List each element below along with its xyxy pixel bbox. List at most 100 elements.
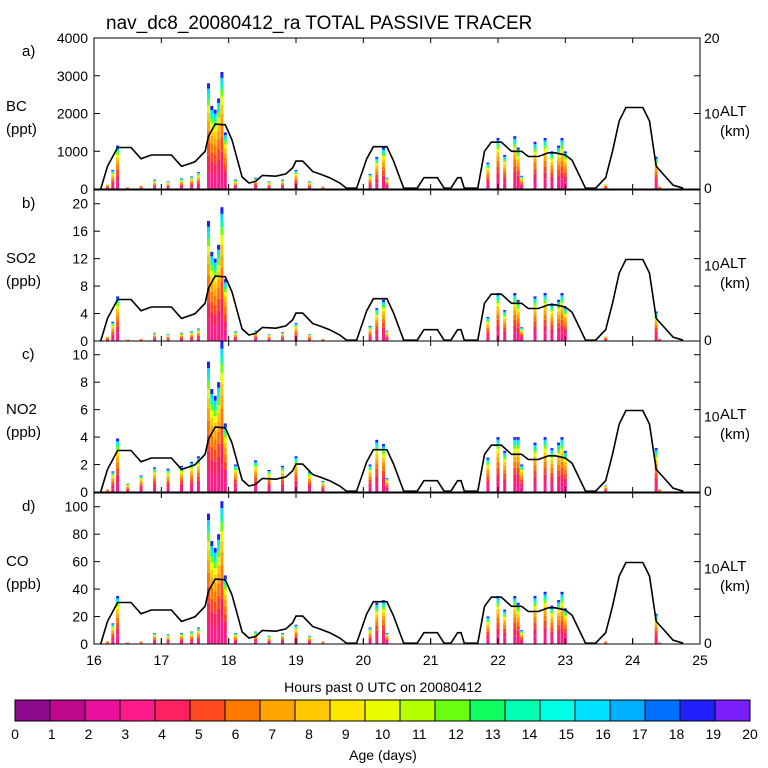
tracer-bar — [196, 480, 200, 486]
tracer-bar — [385, 187, 389, 189]
tracer-bar — [486, 619, 490, 621]
tracer-bar — [385, 331, 389, 332]
tracer-bar — [385, 640, 389, 642]
tracer-bar — [550, 609, 554, 612]
tracer-bar — [560, 621, 564, 628]
tracer-bar — [385, 642, 389, 644]
tracer-bar — [557, 311, 561, 315]
tracer-bar — [486, 180, 490, 185]
tracer-bar — [116, 443, 120, 447]
tracer-bar — [486, 317, 490, 319]
tracer-bar — [106, 641, 109, 643]
tracer-bar — [153, 471, 157, 473]
tracer-bar — [217, 298, 221, 311]
tracer-bar — [139, 641, 143, 643]
tracer-bar — [308, 472, 311, 474]
tracer-bar — [604, 489, 608, 490]
tracer-bar — [196, 328, 200, 330]
tracer-bar — [210, 312, 214, 325]
tracer-bar — [368, 632, 372, 634]
tracer-bar — [557, 629, 561, 636]
tracer-bar — [385, 333, 389, 335]
tracer-bar — [294, 461, 298, 464]
tracer-bar — [368, 173, 372, 175]
tracer-bar — [210, 123, 214, 130]
tracer-bar — [190, 179, 194, 181]
tracer-bar — [503, 613, 507, 615]
tracer-bar — [563, 151, 567, 154]
altitude-line — [99, 561, 684, 645]
tracer-bar — [294, 172, 298, 173]
colorbar-tick-label: 3 — [121, 726, 129, 742]
tracer-bar — [533, 442, 537, 446]
tracer-bar — [217, 160, 221, 173]
tracer-bar — [560, 627, 564, 635]
tracer-bar — [166, 184, 170, 186]
colorbar-tick-label: 1 — [48, 726, 56, 742]
tracer-bar — [496, 303, 500, 307]
tracer-bar — [294, 466, 298, 470]
tracer-bar — [368, 182, 372, 185]
y-tick-label: 10 — [72, 347, 88, 363]
tracer-bar — [563, 465, 567, 470]
tracer-bar — [116, 149, 120, 153]
tracer-bar — [496, 300, 500, 304]
colorbar-cell — [295, 700, 331, 721]
tracer-bar — [503, 625, 507, 629]
tracer-bar — [513, 306, 517, 311]
y-tick-label: 20 — [72, 196, 88, 212]
tracer-bar — [267, 485, 271, 489]
tracer-bar — [233, 476, 237, 480]
tracer-bar — [207, 142, 210, 156]
tracer-bar — [533, 180, 537, 189]
tracer-bar — [217, 595, 221, 609]
tracer-bar — [111, 171, 115, 172]
y-tick-label: 0 — [80, 333, 88, 349]
tracer-bar — [281, 180, 284, 181]
tracer-bar — [210, 118, 214, 124]
tracer-bar — [496, 143, 500, 146]
tracer-bar — [382, 181, 385, 189]
tracer-bar — [557, 615, 561, 620]
tracer-bar — [220, 89, 224, 97]
tracer-bar — [503, 170, 507, 174]
tracer-bar — [486, 166, 490, 169]
tracer-bar — [516, 318, 520, 323]
tracer-bar — [503, 178, 507, 183]
tracer-bar — [233, 467, 237, 469]
tracer-bar — [223, 296, 227, 302]
tracer-bar — [281, 634, 284, 636]
tracer-bar — [213, 552, 217, 558]
x-tick-label: 25 — [692, 652, 708, 668]
tracer-bar — [294, 459, 298, 462]
tracer-bar — [382, 470, 385, 477]
tracer-bar — [267, 338, 271, 340]
tracer-bar — [382, 156, 385, 160]
colorbar-tick-label: 2 — [85, 726, 93, 742]
colorbar-tick-label: 12 — [448, 726, 464, 742]
tracer-bar — [111, 637, 115, 641]
tracer-bar — [139, 642, 143, 644]
tracer-bar — [153, 184, 157, 186]
tracer-bar — [207, 374, 210, 382]
tracer-bar — [254, 633, 258, 635]
tracer-bar — [220, 96, 224, 105]
tracer-bar — [382, 606, 385, 610]
tracer-bar — [513, 613, 517, 618]
tracer-bar — [533, 168, 537, 174]
tracer-bar — [560, 138, 564, 141]
tracer-bar — [294, 635, 298, 638]
tracer-bar — [533, 316, 537, 322]
tracer-bar — [223, 285, 227, 289]
tracer-bar — [503, 465, 507, 470]
tracer-bar — [116, 622, 120, 629]
tracer-bar — [111, 183, 115, 186]
tracer-bar — [111, 474, 115, 476]
tracer-bar — [196, 185, 200, 189]
tracer-bar — [496, 156, 500, 161]
tracer-bar — [533, 303, 537, 306]
tracer-bar — [550, 156, 554, 160]
tracer-bar — [533, 141, 537, 145]
tracer-bar — [180, 487, 183, 492]
tracer-bar — [543, 172, 547, 180]
